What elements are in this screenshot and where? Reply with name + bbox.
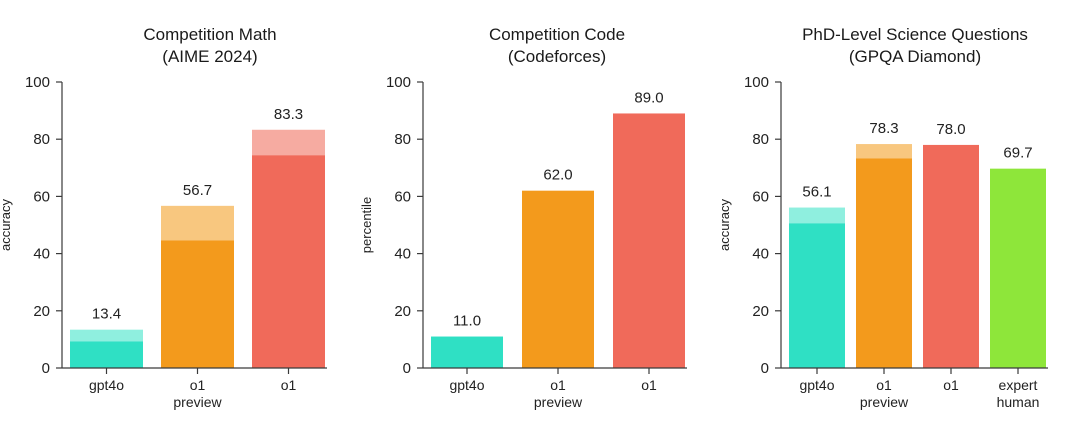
data-label: 13.4 xyxy=(92,306,121,323)
data-label: 78.0 xyxy=(936,121,965,138)
data-label: 56.7 xyxy=(183,182,212,199)
chart-title-line: (AIME 2024) xyxy=(162,47,257,66)
chart-panel-1: Competition Math (AIME 2024) 0 20 40 60 80 100 a… xyxy=(0,25,327,410)
x-tick-label: preview xyxy=(173,394,222,410)
y-tick-label: 20 xyxy=(394,303,411,320)
x-tick-label: gpt4o xyxy=(799,377,834,393)
y-tick-label: 0 xyxy=(761,360,769,377)
data-label: 62.0 xyxy=(543,167,572,184)
y-tick-label: 80 xyxy=(33,131,50,148)
x-tick-label: o1 xyxy=(943,377,959,393)
chart-title-line: Competition Math xyxy=(143,25,276,44)
y-tick-label: 20 xyxy=(33,303,50,320)
y-tick-label: 100 xyxy=(744,74,769,91)
bar xyxy=(923,144,979,368)
bar xyxy=(522,190,594,368)
chart-title-line: PhD-Level Science Questions xyxy=(802,25,1028,44)
y-tick-label: 40 xyxy=(394,246,411,263)
bar xyxy=(613,113,685,369)
y-tick-label: 80 xyxy=(752,131,769,148)
chart-title-line: (Codeforces) xyxy=(508,47,606,66)
bar xyxy=(990,168,1046,368)
bar-range-segment xyxy=(789,207,845,224)
bar xyxy=(161,240,234,368)
bar xyxy=(856,158,912,368)
y-tick-label: 60 xyxy=(394,188,411,205)
chart-title-line: (GPQA Diamond) xyxy=(849,47,981,66)
x-tick-label: preview xyxy=(534,394,583,410)
y-tick-label: 40 xyxy=(33,246,50,263)
y-tick-label: 60 xyxy=(752,188,769,205)
bar-range-segment xyxy=(252,129,325,156)
x-tick-label: o1 xyxy=(281,377,297,393)
y-tick-label: 100 xyxy=(386,74,411,91)
data-label: 83.3 xyxy=(274,106,303,123)
y-tick-label: 40 xyxy=(752,246,769,263)
x-tick-label: gpt4o xyxy=(89,377,124,393)
bar-range-segment xyxy=(856,144,912,159)
x-tick-label: o1 xyxy=(190,377,206,393)
chart-panel-3: PhD-Level Science Questions (GPQA Diamond… xyxy=(717,25,1048,410)
data-label: 89.0 xyxy=(634,89,663,106)
x-tick-label: o1 xyxy=(550,377,566,393)
data-label: 11.0 xyxy=(453,313,481,330)
bar xyxy=(431,336,503,368)
y-tick-label: 60 xyxy=(33,188,50,205)
y-tick-label: 0 xyxy=(403,360,411,377)
x-tick-label: human xyxy=(997,394,1040,410)
chart-panel-2: Competition Code (Codeforces) 0 20 40 60 80 100… xyxy=(359,25,687,410)
y-axis-label: accuracy xyxy=(0,198,13,251)
y-axis-label: percentile xyxy=(359,197,374,253)
y-tick-label: 80 xyxy=(394,131,411,148)
y-axis-label: accuracy xyxy=(717,198,732,251)
data-label: 56.1 xyxy=(802,184,831,201)
data-label: 78.3 xyxy=(869,120,898,137)
bar xyxy=(789,223,845,368)
data-label: 69.7 xyxy=(1003,145,1032,162)
bar-range-segment xyxy=(70,329,143,342)
y-tick-label: 0 xyxy=(42,360,50,377)
x-tick-label: o1 xyxy=(876,377,892,393)
bar-range-segment xyxy=(161,205,234,241)
x-tick-label: gpt4o xyxy=(449,377,484,393)
bar xyxy=(252,155,325,368)
x-tick-label: preview xyxy=(860,394,909,410)
bar xyxy=(70,341,143,368)
y-tick-label: 100 xyxy=(25,74,50,91)
x-tick-label: o1 xyxy=(641,377,657,393)
y-tick-label: 20 xyxy=(752,303,769,320)
x-tick-label: expert xyxy=(999,377,1038,393)
chart-title-line: Competition Code xyxy=(489,25,625,44)
